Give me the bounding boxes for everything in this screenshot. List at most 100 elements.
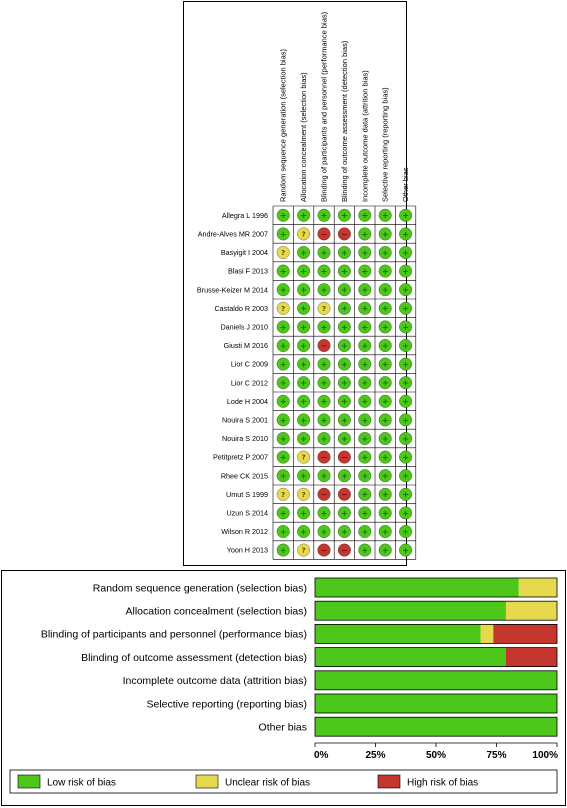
rating-symbol: + (361, 379, 368, 388)
rating-symbol: + (382, 304, 389, 313)
rating-cell: + (276, 227, 290, 241)
rating-cell: + (399, 525, 413, 538)
rating-dot (358, 506, 372, 520)
bar-outline (314, 600, 558, 621)
rating-cell: + (337, 506, 351, 520)
rating-symbol: + (300, 509, 307, 518)
rating-cell: − (317, 450, 331, 464)
rating-cell: − (317, 339, 331, 352)
rating-symbol: + (361, 323, 368, 332)
rating-cell: + (297, 320, 311, 334)
rating-symbol: + (361, 416, 368, 425)
rating-symbol: ? (281, 305, 285, 313)
rating-cell: + (378, 246, 392, 259)
rating-dot (337, 339, 351, 352)
rating-cell: + (399, 246, 413, 259)
x-tick-label: 50% (426, 750, 446, 761)
rating-symbol: + (361, 546, 368, 555)
rating-symbol: + (341, 379, 348, 388)
rating-symbol: + (300, 323, 307, 332)
rating-symbol: + (402, 286, 409, 295)
rating-cell: + (297, 432, 311, 445)
rating-dot (317, 246, 331, 259)
rating-cell: − (317, 543, 331, 557)
bar-outline (314, 647, 558, 667)
rating-dot (358, 487, 372, 501)
rating-cell: + (358, 525, 372, 538)
rating-cell: + (317, 246, 331, 259)
rating-cell: + (317, 506, 331, 520)
rating-cell: + (378, 264, 392, 278)
rating-symbol: + (382, 416, 389, 425)
rating-cell: + (399, 432, 413, 445)
rating-dot (337, 283, 351, 297)
rating-dot (358, 432, 372, 445)
legend-label: Unclear risk of bias (225, 778, 310, 789)
rating-symbol: + (280, 230, 287, 239)
rating-dot (337, 394, 351, 408)
rating-cell: + (317, 283, 331, 297)
rating-dot (358, 227, 372, 241)
rating-dot (399, 208, 413, 222)
bar-outline (314, 670, 558, 691)
rating-dot (378, 339, 392, 352)
rating-dot (317, 506, 331, 520)
rating-dot (378, 543, 392, 557)
rating-cell: ? (276, 246, 290, 259)
stacked-bar-segment (505, 647, 557, 667)
rating-symbol: + (361, 397, 368, 406)
stacked-bar-segment (315, 647, 506, 667)
rating-dot (378, 525, 392, 538)
domain-header-label: Incomplete outcome data (attrition bias) (360, 70, 369, 202)
rating-symbol: + (341, 472, 348, 481)
rating-dot (297, 320, 311, 334)
rating-symbol: + (321, 286, 328, 295)
rating-dot (337, 487, 351, 501)
rating-symbol: + (402, 490, 409, 499)
bar-outline (314, 624, 558, 644)
rating-cell: + (276, 320, 290, 334)
rating-cell: + (276, 413, 290, 427)
rating-dot (378, 246, 392, 259)
rating-symbol: ? (302, 231, 306, 239)
rating-cell: + (276, 339, 290, 352)
rating-dot (378, 227, 392, 241)
rating-symbol: + (361, 453, 368, 462)
rating-dot (378, 283, 392, 297)
rating-dot (276, 394, 290, 408)
rating-dot (399, 469, 413, 483)
rating-dot (337, 450, 351, 464)
rating-symbol: + (361, 509, 368, 518)
rating-symbol: + (280, 416, 287, 425)
rating-cell: ? (276, 301, 290, 315)
rating-dot (317, 283, 331, 297)
rating-cell: + (317, 413, 331, 427)
rating-dot (297, 543, 311, 557)
summary-frame (183, 1, 407, 566)
study-label: Castaldo R 2003 (214, 304, 268, 313)
rating-dot (317, 432, 331, 445)
rating-symbol: + (280, 323, 287, 332)
rating-dot (276, 357, 290, 371)
rating-dot (297, 208, 311, 222)
rating-dot (358, 246, 372, 259)
rating-cell: + (337, 301, 351, 315)
rating-cell: − (337, 487, 351, 501)
rating-cell: + (337, 246, 351, 259)
rating-symbol: + (300, 267, 307, 276)
rating-cell: + (378, 543, 392, 557)
rating-symbol: ? (302, 491, 306, 499)
rating-dot (399, 450, 413, 464)
rating-cell: + (297, 283, 311, 297)
rating-dot (297, 376, 311, 390)
rating-symbol: + (382, 472, 389, 481)
rating-cell: + (399, 487, 413, 501)
rating-cell: ? (297, 487, 311, 501)
rating-cell: + (358, 301, 372, 315)
rating-cell: + (358, 320, 372, 334)
rating-symbol: + (341, 248, 348, 257)
rating-symbol: + (402, 546, 409, 555)
rating-dot (297, 450, 311, 464)
rating-symbol: − (341, 230, 348, 239)
